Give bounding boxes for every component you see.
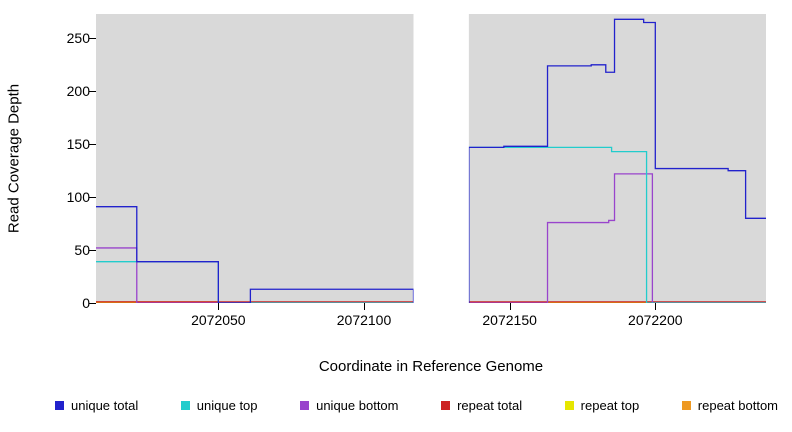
x-tick-label: 2072100 <box>336 312 392 328</box>
y-tick-mark <box>89 197 96 199</box>
y-tick-mark <box>89 250 96 252</box>
legend-item-repeat-total: repeat total <box>441 398 522 413</box>
legend-label: unique bottom <box>316 398 399 413</box>
legend-label: repeat total <box>457 398 523 413</box>
legend-item-unique-total: unique total <box>55 398 138 413</box>
y-tick-mark <box>89 38 96 40</box>
legend-swatch-icon <box>564 401 574 410</box>
x-tick-mark <box>364 303 365 310</box>
y-tick-label: 0 <box>82 295 90 311</box>
legend-item-unique-top: unique top <box>180 398 258 413</box>
legend-label: repeat bottom <box>697 398 778 413</box>
y-tick-mark <box>89 91 96 93</box>
x-tick-mark <box>655 303 657 310</box>
legend-label: unique total <box>71 398 139 413</box>
missing-data-gap <box>413 14 469 303</box>
y-tick-label: 100 <box>66 189 90 206</box>
legend-swatch-icon <box>300 401 310 410</box>
y-tick-mark <box>89 144 96 146</box>
plot-area <box>96 14 766 303</box>
legend-swatch-icon <box>441 401 451 410</box>
x-tick-label: 2072150 <box>482 312 537 328</box>
y-tick-label: 150 <box>66 136 90 153</box>
legend-item-unique-bottom: unique bottom <box>300 398 399 413</box>
legend-label: unique top <box>196 398 258 413</box>
series-unique-total <box>96 18 766 303</box>
y-axis-title: Read Coverage Depth <box>5 83 23 234</box>
x-axis-title: Coordinate in Reference Genome <box>318 358 544 375</box>
x-tick-mark <box>509 303 511 310</box>
y-tick-mark <box>89 303 96 304</box>
legend-item-repeat-top: repeat top <box>564 398 640 413</box>
legend-swatch-icon <box>55 401 64 410</box>
legend-swatch-icon <box>681 401 691 410</box>
legend-label: repeat top <box>580 398 640 413</box>
legend: unique total unique top unique bottom repea… <box>0 398 792 413</box>
x-tick-label: 2072200 <box>628 312 683 328</box>
legend-item-repeat-bottom: repeat bottom <box>681 398 778 413</box>
legend-swatch-icon <box>180 401 190 410</box>
x-tick-mark <box>218 303 220 310</box>
y-tick-label: 200 <box>66 83 90 100</box>
y-tick-label: 250 <box>66 30 90 47</box>
x-tick-label: 2072050 <box>191 312 246 328</box>
series-unique-bottom <box>96 173 766 303</box>
y-tick-label: 50 <box>74 242 90 259</box>
